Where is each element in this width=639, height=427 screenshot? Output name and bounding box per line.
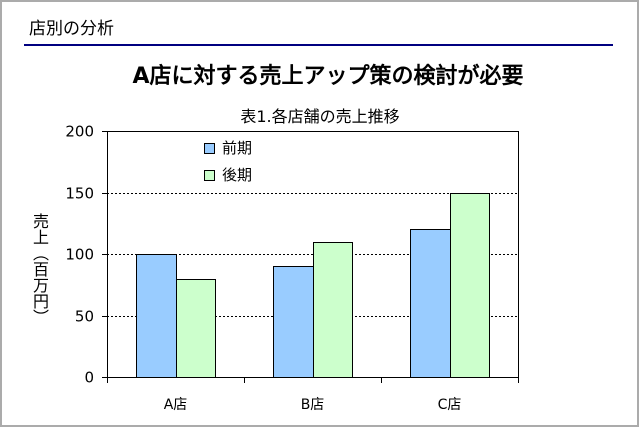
- bar-series-2-category-1: [176, 279, 216, 378]
- bar-series-2-category-2: [313, 242, 353, 378]
- bar-series-1-category-3: [410, 229, 451, 378]
- x-tick-label: C店: [438, 397, 462, 413]
- x-tick-label: B店: [301, 397, 325, 413]
- y-tick-label: 150: [65, 185, 94, 203]
- bar-series-1-category-2: [273, 266, 314, 378]
- legend-swatch-series-2: [204, 170, 215, 181]
- chart-legend: 前期 後期: [202, 139, 282, 189]
- y-tick-label: 100: [65, 246, 94, 264]
- section-title: 店別の分析: [29, 19, 114, 39]
- y-tick-label: 200: [65, 123, 94, 141]
- y-axis: 0 50 100 150 200: [65, 123, 108, 387]
- header-divider: [24, 44, 613, 46]
- chart-title: 表1.各店舗の売上推移: [240, 107, 400, 126]
- legend-item-series-2: 後期: [202, 166, 282, 186]
- y-axis-label: 売上（百万円）: [30, 213, 49, 325]
- legend-label-series-2: 後期: [222, 166, 253, 184]
- y-tick-label: 0: [84, 369, 94, 387]
- bar-series-2-category-3: [450, 193, 490, 378]
- x-tick-label: A店: [164, 397, 188, 413]
- bars: [136, 193, 490, 378]
- legend-item-series-1: 前期: [202, 139, 282, 159]
- legend-swatch-series-1: [204, 143, 215, 154]
- x-axis: A店 B店 C店: [107, 377, 519, 413]
- slide-headline: A店に対する売上アップ策の検討が必要: [132, 64, 524, 89]
- bar-series-1-category-1: [136, 254, 177, 378]
- legend-label-series-1: 前期: [222, 139, 253, 157]
- y-tick-label: 50: [75, 308, 94, 326]
